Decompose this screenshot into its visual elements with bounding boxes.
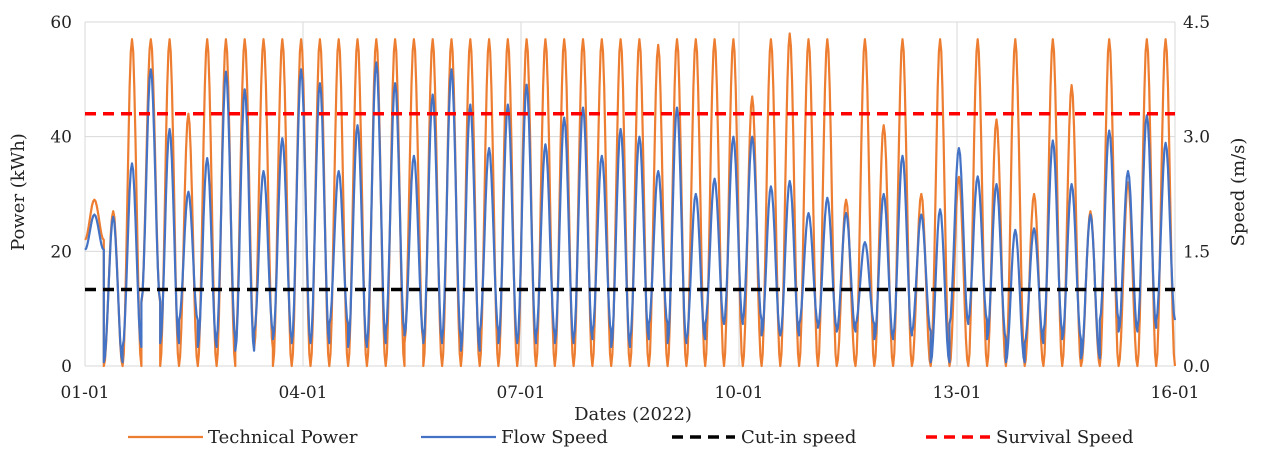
y-tick-label-left: 20 — [50, 242, 72, 262]
y-tick-label-left: 0 — [61, 357, 72, 377]
y-axis-title-left: Power (kWh) — [8, 133, 29, 251]
y-tick-label-left: 60 — [50, 13, 72, 33]
y-tick-label-left: 40 — [50, 128, 72, 148]
legend-label: Flow Speed — [501, 427, 608, 448]
legend: Technical Power Flow Speed Cut-in speed Sur… — [128, 427, 1134, 448]
series-lines — [84, 32, 1177, 368]
x-tick-label: 13-01 — [932, 383, 981, 403]
legend-label: Survival Speed — [996, 427, 1134, 448]
x-tick-label: 10-01 — [714, 383, 763, 403]
y-axis-title-right: Speed (m/s) — [1228, 138, 1249, 247]
legend-label: Technical Power — [208, 427, 358, 448]
flow-speed-line — [84, 61, 1177, 364]
x-tick-label: 04-01 — [278, 383, 327, 403]
y-tick-label-right: 1.5 — [1183, 242, 1210, 262]
y-tick-label-right: 0.0 — [1183, 357, 1210, 377]
x-tick-label: 07-01 — [496, 383, 545, 403]
x-tick-label: 16-01 — [1150, 383, 1199, 403]
legend-label: Cut-in speed — [741, 427, 856, 448]
tick-labels: 0 20 40 60 0.0 1.5 3.0 4.5 01-01 04-01 07-01 10-01 1… — [50, 13, 1210, 403]
x-tick-label: 01-01 — [60, 383, 109, 403]
x-axis-title: Dates (2022) — [574, 404, 692, 425]
y-tick-label-right: 3.0 — [1183, 128, 1210, 148]
y-tick-label-right: 4.5 — [1183, 13, 1210, 33]
